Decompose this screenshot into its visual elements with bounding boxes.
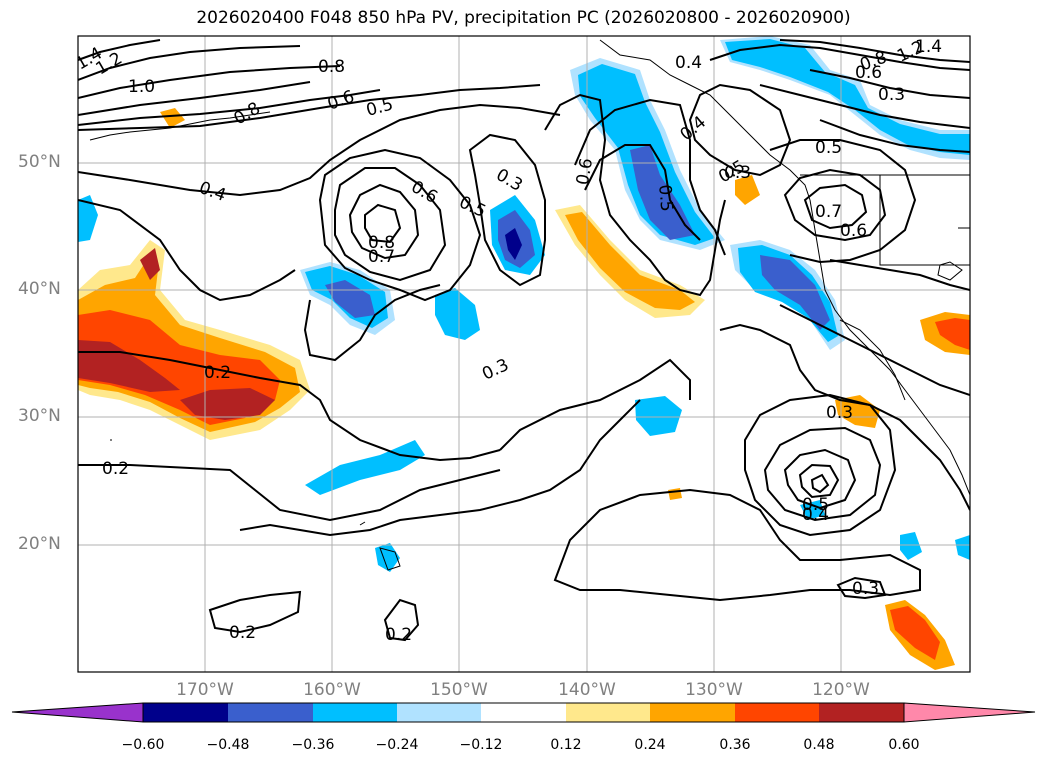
colorbar-swatch — [819, 703, 904, 722]
contour-label: 1.4 — [915, 37, 942, 57]
colorbar-tick-label: 0.36 — [719, 737, 751, 753]
colorbar-tick-label: −0.48 — [206, 737, 250, 753]
coastlines — [89, 39, 970, 571]
contour-label: 1.0 — [128, 77, 155, 97]
contour-label: 0.6 — [840, 221, 867, 241]
colorbar-extend-min — [11, 702, 144, 723]
colorbar-swatch — [143, 703, 228, 722]
contour-label: 0.7 — [815, 202, 842, 222]
gridlines — [78, 36, 970, 672]
colorbar-swatch — [650, 703, 735, 722]
contour-label: 0.5 — [364, 95, 395, 121]
precip-negative-region — [725, 39, 970, 155]
contour-label: 0.6 — [325, 87, 357, 115]
contour-label: 0.2 — [102, 459, 129, 479]
precip-positive-region — [835, 395, 880, 428]
contour-label: 0.4 — [802, 505, 829, 525]
contour-label: 0.8 — [318, 57, 345, 77]
colorbar-swatch — [735, 703, 819, 722]
lat-label: 30°N — [18, 406, 61, 426]
precip-positive-region — [140, 248, 160, 280]
contour-label: 0.6 — [855, 63, 882, 83]
lat-label: 20°N — [18, 534, 61, 554]
colorbar-swatch — [566, 703, 650, 722]
pv-contours — [78, 39, 970, 642]
precip-negative-region — [305, 440, 425, 495]
contour-label: 0.3 — [852, 579, 879, 599]
colorbar-outline — [142, 702, 905, 723]
contour-label: 0.4 — [677, 112, 711, 145]
plot-title: 2026020400 F048 850 hPa PV, precipitatio… — [196, 8, 851, 28]
colorbar-tick-label: −0.60 — [121, 737, 165, 753]
precip-negative-region — [900, 532, 922, 560]
contour-label: 0.6 — [573, 157, 597, 187]
contour-label: 0.4 — [675, 53, 702, 73]
precip-negative-region — [955, 535, 970, 560]
contour-label: 0.3 — [878, 85, 905, 105]
colorbar-tick-label: −0.12 — [459, 737, 503, 753]
lon-label: 120°W — [812, 680, 870, 700]
precip-positive-region — [890, 606, 940, 660]
precip-negative-region — [435, 288, 480, 340]
lon-label: 170°W — [176, 680, 234, 700]
colorbar-extend-max — [903, 702, 1036, 723]
precip-negative-region — [78, 195, 98, 242]
lon-label: 130°W — [685, 680, 743, 700]
colorbar-tick-label: 0.48 — [803, 737, 835, 753]
colorbar-tick-label: 0.12 — [550, 737, 582, 753]
contour-label: 0.6 — [408, 177, 441, 208]
contour-label: 0.8 — [368, 233, 395, 253]
precip-negative-region — [505, 228, 522, 260]
contour-label: 0.2 — [229, 623, 256, 643]
precip-positive-region — [935, 318, 970, 350]
contour-label: 0.3 — [826, 403, 853, 423]
colorbar-tick-label: 0.24 — [634, 737, 666, 753]
contour-label: 0.7 — [368, 247, 395, 267]
precip-positive-region — [668, 488, 682, 500]
precip-negative-region — [760, 255, 830, 330]
contour-label: 0.3 — [493, 165, 526, 196]
contour-label: 0.3 — [724, 163, 751, 183]
colorbar-tick-label: 0.60 — [888, 737, 920, 753]
contour-label: 0.2 — [385, 625, 412, 645]
contour-label: 0.4 — [196, 178, 228, 206]
contour-label: 0.8 — [231, 98, 264, 129]
contour-label: 0.3 — [479, 355, 512, 385]
precip-negative-region — [800, 500, 825, 520]
precip-positive-region — [160, 108, 185, 128]
colorbar-tick-label: −0.24 — [375, 737, 419, 753]
colorbar-swatch — [397, 703, 481, 722]
contour-label: 0.5 — [802, 495, 829, 515]
precip-positive-region — [735, 175, 760, 205]
colorbar-swatch — [313, 703, 397, 722]
map-frame — [77, 35, 971, 673]
lon-label: 160°W — [303, 680, 361, 700]
contour-label: 0.5 — [456, 192, 489, 222]
contour-label: 0.2 — [204, 363, 231, 383]
colorbar-swatch — [228, 703, 313, 722]
colorbar — [11, 702, 1036, 723]
contour-label: 0.5 — [815, 138, 842, 158]
precip-positive-region — [565, 212, 695, 310]
lat-label: 50°N — [18, 152, 61, 172]
precip-positive-region — [180, 388, 275, 420]
precipitation-shading — [78, 36, 970, 670]
contour-label: 0.5 — [654, 184, 676, 213]
lat-label: 40°N — [18, 279, 61, 299]
lon-label: 150°W — [430, 680, 488, 700]
colorbar-swatch — [481, 703, 566, 722]
precip-negative-region — [635, 396, 682, 436]
lon-label: 140°W — [558, 680, 616, 700]
colorbar-tick-label: −0.36 — [291, 737, 335, 753]
